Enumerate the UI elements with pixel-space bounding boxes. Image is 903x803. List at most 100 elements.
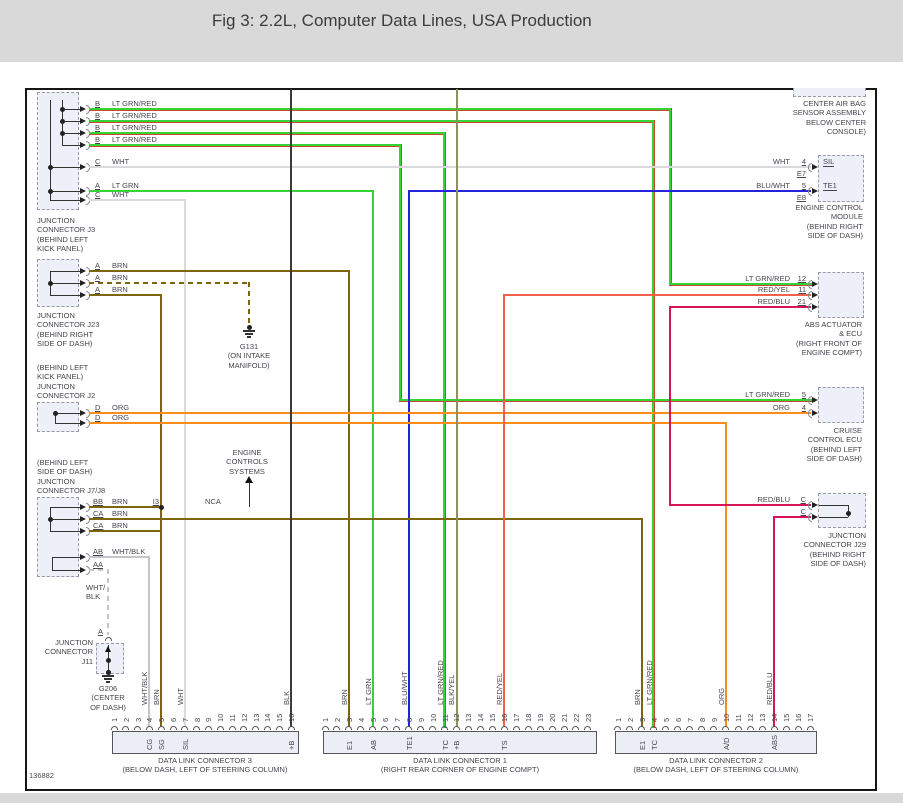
terminal-label: +B [287,740,296,750]
connector-label: (BEHIND RIGHT [37,329,94,339]
pin-socket-icon [698,726,706,730]
terminal-label: SG [157,739,167,750]
wire [668,107,672,286]
pin-number: 6 [673,717,683,722]
pin-socket-icon [572,726,580,730]
pin-socket-icon [808,302,812,312]
connector-id: E8 [796,193,806,202]
pin-letter: C [95,157,101,166]
pin-socket-icon [122,726,130,730]
wire-color-label: WHT [175,687,185,705]
pin-letter: B [95,123,101,132]
pin-number: 18 [524,713,534,722]
terminal-label: A/D [721,737,731,750]
pin-socket-icon [381,726,389,730]
pin-arrow-icon [80,410,86,416]
pin-number: 13 [758,713,768,722]
terminal-label: +B [452,740,462,750]
bus-line [62,121,84,122]
pin-socket-icon [263,726,271,730]
doc-number: 136882 [29,771,55,780]
pin-socket-icon [333,726,341,730]
connector-label: JUNCTION [55,638,93,647]
wire [290,89,292,727]
diagram-border [25,88,877,791]
pin-number: 13 [251,713,261,722]
pin-arrow-icon [80,118,86,124]
data-link-connector-box [615,731,817,754]
pin-letter: B [95,135,101,144]
pin-number: 2 [121,717,131,722]
pin-arrow-icon [80,516,86,522]
pin-letter: A [95,285,101,294]
pin-socket-icon [321,726,329,730]
module-label: CONTROL ECU [807,435,862,445]
pin-number: 4 [356,717,366,722]
wire [89,518,643,520]
pin-letter: C [95,190,101,199]
pin-socket-icon [145,726,153,730]
connector-label: KICK PANEL) [37,243,84,253]
bus-line [62,133,84,134]
connector-label: CONNECTOR J3 [37,225,96,235]
pin-number: 10 [721,713,731,722]
figure-title: Fig 3: 2.2L, Computer Data Lines, USA Pr… [211,11,592,30]
wire-color-label: ORG [772,403,790,412]
pin-number: C [800,507,806,516]
pin-number: 21 [797,297,806,306]
ground-label: (CENTER [91,693,125,703]
pin-number: 7 [392,717,402,722]
pin-socket-icon [794,726,802,730]
pin-socket-icon [104,637,112,641]
wire [407,190,410,727]
bus-line [104,678,112,680]
wire [89,422,727,424]
pin-socket-icon [193,726,201,730]
ground-label: G131 [239,342,259,351]
wire [89,412,811,414]
junction-dot [845,510,851,516]
junction-dot [47,516,53,522]
module-label: MODULE [830,212,863,222]
pin-socket-icon [476,726,484,730]
pin-arrow-icon [812,304,818,310]
pin-number: C [800,495,806,504]
pin-letter: AB [93,547,104,556]
pin-letter: A [98,627,104,636]
wire-color-label: BLK [282,690,291,705]
module-box [818,493,866,528]
bus-line [50,531,84,532]
pin-socket-icon [808,408,812,418]
pin-arrow-icon [812,502,818,508]
pin-number: 8 [697,717,707,722]
pin-number: 16 [500,713,510,722]
pin-number: 16 [794,713,804,722]
pin-number: 9 [416,717,426,722]
connector-label: J11 [81,656,93,666]
pin-number: 1 [110,717,119,722]
bus-line [819,505,848,506]
wire [88,131,446,135]
pin-socket-icon [405,726,413,730]
pin-socket-icon [808,500,812,510]
pin-socket-icon [808,512,812,522]
pin-arrow-icon [812,188,818,194]
wire-color-label: BRN [112,521,128,530]
module-label: (BEHIND RIGHT [809,549,866,559]
pin-number: 20 [548,713,558,722]
bus-line [50,200,84,201]
connector-subtitle: (BELOW DASH, LEFT OF STEERING COLUMN) [122,765,288,775]
terminal-label: SIL [180,738,190,750]
wire [347,270,350,727]
pin-number: 21 [560,713,569,722]
pin-socket-icon [650,726,658,730]
terminal-label: E1 [637,740,647,750]
wire [773,516,811,518]
pin-number: 5 [661,717,671,722]
connector-label: (BEHIND LEFT [37,458,89,467]
pin-number: 3 [133,717,143,722]
module-label: CONNECTOR J29 [803,540,866,550]
pin-letter: CA [93,521,104,530]
wire-color-label: WHT [772,157,790,166]
wire-color-label: LT GRN/RED [112,99,157,108]
